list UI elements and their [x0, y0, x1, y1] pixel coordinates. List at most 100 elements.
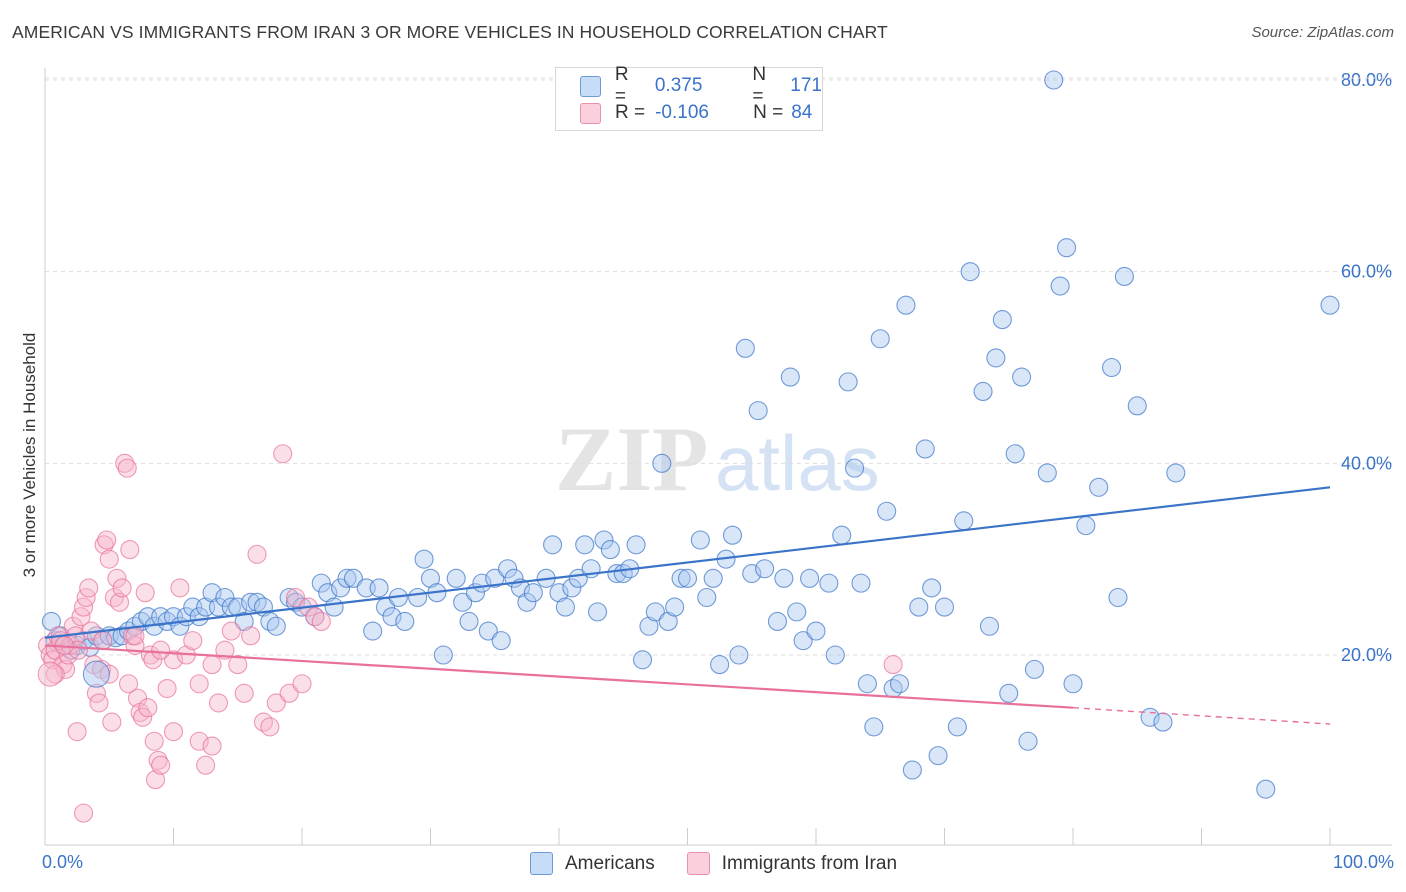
- data-point: [311, 573, 331, 593]
- data-point: [992, 310, 1012, 330]
- data-point: [787, 602, 807, 622]
- legend-row-americans: R = 0.375 N = 171: [580, 64, 822, 107]
- data-point: [286, 587, 306, 608]
- data-point: [517, 592, 537, 612]
- data-point: [973, 381, 993, 402]
- data-point: [806, 621, 826, 641]
- data-point: [864, 717, 884, 737]
- data-point: [202, 736, 222, 756]
- data-point: [1012, 367, 1032, 387]
- y-tick-label: 20.0%: [1341, 645, 1392, 665]
- r-label: R =: [614, 64, 629, 107]
- data-point: [954, 511, 974, 531]
- data-point: [1320, 295, 1340, 315]
- data-point: [41, 611, 61, 632]
- data-point: [639, 616, 659, 636]
- data-point: [934, 597, 955, 617]
- data-point: [459, 611, 479, 632]
- data-point: [241, 592, 261, 612]
- data-point: [330, 578, 351, 598]
- n-label: N =: [752, 64, 767, 107]
- data-point: [915, 439, 935, 459]
- data-point: [228, 655, 248, 675]
- data-point: [120, 540, 140, 560]
- data-point: [543, 535, 563, 555]
- data-point: [999, 683, 1019, 703]
- data-point: [947, 717, 967, 737]
- legend-label-iran: Immigrants from Iran: [721, 852, 898, 874]
- data-point: [74, 803, 94, 823]
- data-point: [97, 530, 117, 550]
- data-point: [735, 338, 755, 358]
- data-point: [1024, 659, 1044, 679]
- data-point: [922, 578, 942, 598]
- data-point: [151, 640, 171, 660]
- source-label: Source: ZipAtlas.com: [1251, 24, 1394, 41]
- data-point: [1127, 396, 1147, 416]
- n-value: 84: [791, 102, 813, 123]
- legend-row-iran: R = -0.106 N = 84: [580, 101, 812, 125]
- data-point: [318, 583, 338, 603]
- r-value: 0.375: [654, 75, 703, 96]
- data-point: [626, 535, 646, 555]
- data-point: [1102, 357, 1122, 378]
- data-point: [414, 549, 434, 569]
- data-point: [1057, 238, 1077, 258]
- data-point: [498, 559, 518, 579]
- data-point: [710, 655, 730, 675]
- data-point: [780, 367, 800, 387]
- data-point: [292, 674, 312, 694]
- series-legend: Americans Immigrants from Iran: [530, 852, 929, 875]
- data-point: [1114, 266, 1134, 287]
- data-point: [658, 611, 678, 632]
- data-point: [369, 578, 389, 598]
- data-point: [163, 650, 184, 670]
- data-point: [671, 568, 691, 588]
- data-point: [677, 568, 698, 588]
- data-point: [234, 611, 254, 632]
- data-point: [215, 640, 235, 660]
- y-axis-label: 3 or more Vehicles in Household: [20, 332, 39, 578]
- data-point: [382, 607, 402, 627]
- data-point: [819, 573, 839, 593]
- data-point: [157, 678, 177, 699]
- data-point: [138, 698, 158, 718]
- data-point: [183, 631, 203, 651]
- data-point: [215, 587, 235, 608]
- data-point: [196, 755, 216, 775]
- data-point: [135, 583, 155, 603]
- data-point: [729, 645, 749, 665]
- data-point: [1018, 731, 1038, 751]
- legend-item-iran: Immigrants from Iran: [686, 852, 898, 875]
- data-point: [1256, 779, 1276, 799]
- data-point: [838, 372, 858, 392]
- legend-swatch-americans: [580, 75, 601, 97]
- trend-line-iran: [44, 644, 1074, 709]
- data-point: [202, 655, 222, 675]
- data-point: [607, 563, 627, 584]
- data-point: [909, 597, 929, 617]
- data-point: [67, 722, 87, 742]
- data-point: [697, 587, 717, 608]
- correlation-legend: R = 0.375 N = 171 R = -0.106 N = 84: [555, 64, 823, 131]
- data-point: [1063, 674, 1083, 694]
- data-point: [241, 626, 261, 646]
- data-point: [99, 549, 119, 569]
- data-point: [665, 597, 685, 617]
- data-point: [652, 453, 672, 473]
- data-point: [555, 597, 575, 617]
- data-point: [690, 530, 710, 550]
- data-point: [748, 401, 768, 421]
- trend-line-americans: [44, 486, 1331, 639]
- data-point: [774, 568, 794, 588]
- data-point: [266, 693, 286, 713]
- data-point: [870, 329, 890, 349]
- data-point: [125, 626, 145, 646]
- x-tick-max: 100.0%: [1332, 852, 1394, 872]
- data-point: [587, 602, 608, 622]
- data-point: [127, 688, 148, 708]
- data-point: [202, 583, 222, 603]
- data-point: [478, 621, 498, 641]
- data-point: [1050, 276, 1070, 296]
- data-point: [151, 755, 171, 775]
